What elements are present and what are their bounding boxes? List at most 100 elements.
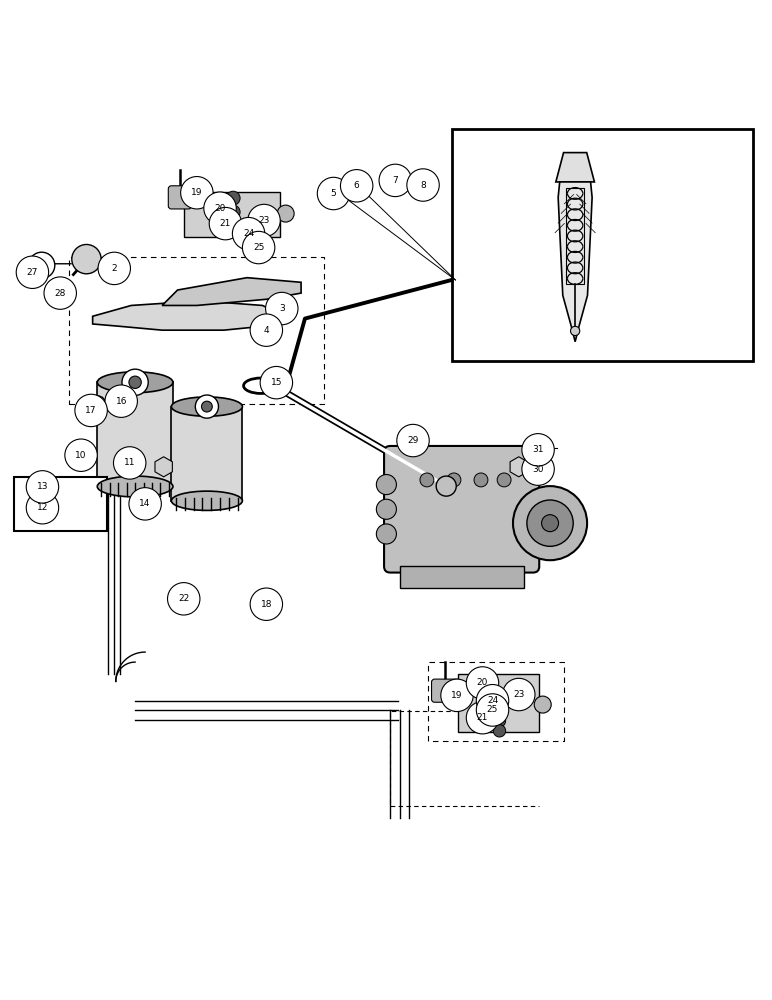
- Circle shape: [493, 715, 506, 727]
- Circle shape: [503, 678, 535, 711]
- Circle shape: [536, 443, 545, 452]
- Text: 14: 14: [140, 499, 151, 508]
- Circle shape: [493, 705, 506, 717]
- Text: 5: 5: [330, 189, 337, 198]
- Ellipse shape: [171, 397, 242, 416]
- Circle shape: [44, 277, 76, 309]
- Text: 25: 25: [253, 243, 264, 252]
- Circle shape: [376, 524, 397, 544]
- Text: 12: 12: [37, 503, 48, 512]
- Polygon shape: [162, 278, 301, 305]
- FancyBboxPatch shape: [432, 679, 459, 702]
- Bar: [97, 382, 173, 486]
- Circle shape: [534, 696, 551, 713]
- Circle shape: [226, 219, 240, 233]
- Polygon shape: [155, 457, 172, 477]
- Polygon shape: [556, 153, 594, 182]
- Circle shape: [420, 473, 434, 487]
- Text: 6: 6: [354, 181, 360, 190]
- Text: 29: 29: [408, 436, 418, 445]
- Text: 25: 25: [487, 705, 498, 714]
- Circle shape: [181, 177, 213, 209]
- Circle shape: [242, 231, 275, 264]
- Circle shape: [466, 667, 499, 699]
- Circle shape: [441, 679, 473, 712]
- Ellipse shape: [56, 279, 68, 289]
- Circle shape: [65, 439, 97, 471]
- Bar: [400, 566, 523, 588]
- Text: 24: 24: [243, 229, 254, 238]
- Circle shape: [527, 500, 573, 546]
- Text: 22: 22: [178, 594, 189, 603]
- Text: 31: 31: [533, 445, 543, 454]
- Circle shape: [260, 366, 293, 399]
- Circle shape: [571, 326, 580, 336]
- Circle shape: [75, 394, 107, 427]
- Bar: [184, 192, 280, 237]
- Circle shape: [476, 694, 509, 726]
- Circle shape: [474, 473, 488, 487]
- Text: 27: 27: [27, 268, 38, 277]
- Circle shape: [98, 252, 130, 285]
- Text: 16: 16: [116, 397, 127, 406]
- Bar: [14, 477, 107, 531]
- Circle shape: [226, 205, 240, 219]
- Circle shape: [513, 486, 587, 560]
- Circle shape: [436, 476, 456, 496]
- FancyBboxPatch shape: [384, 446, 539, 573]
- Circle shape: [542, 515, 558, 532]
- Polygon shape: [93, 301, 286, 330]
- Ellipse shape: [97, 476, 173, 497]
- Text: 24: 24: [487, 696, 498, 705]
- Circle shape: [195, 395, 218, 418]
- Circle shape: [522, 453, 554, 485]
- Circle shape: [447, 473, 461, 487]
- Circle shape: [397, 424, 429, 457]
- Polygon shape: [558, 182, 592, 342]
- Text: 4: 4: [263, 326, 269, 335]
- Text: 23: 23: [513, 690, 524, 699]
- Circle shape: [340, 170, 373, 202]
- Circle shape: [29, 252, 55, 278]
- Ellipse shape: [39, 489, 54, 496]
- Circle shape: [476, 685, 509, 717]
- Circle shape: [226, 191, 240, 205]
- Circle shape: [266, 292, 298, 325]
- Circle shape: [72, 244, 101, 274]
- Circle shape: [250, 588, 283, 620]
- FancyBboxPatch shape: [168, 186, 191, 209]
- Circle shape: [522, 434, 554, 466]
- Text: 20: 20: [477, 678, 488, 687]
- Bar: [566, 188, 584, 284]
- Circle shape: [466, 701, 499, 734]
- Circle shape: [232, 217, 265, 250]
- Polygon shape: [510, 457, 527, 477]
- Circle shape: [204, 192, 236, 224]
- Text: 30: 30: [533, 465, 543, 474]
- Circle shape: [379, 164, 411, 197]
- Circle shape: [16, 256, 49, 288]
- Circle shape: [250, 314, 283, 346]
- Circle shape: [26, 492, 59, 524]
- Text: 19: 19: [191, 188, 202, 197]
- Circle shape: [407, 169, 439, 201]
- Text: 8: 8: [420, 181, 426, 190]
- Circle shape: [168, 583, 200, 615]
- Circle shape: [376, 499, 397, 519]
- Text: 3: 3: [279, 304, 285, 313]
- Text: 21: 21: [220, 219, 231, 228]
- Bar: [171, 407, 242, 501]
- Circle shape: [201, 401, 212, 412]
- Circle shape: [277, 205, 294, 222]
- Ellipse shape: [97, 372, 173, 393]
- Text: 13: 13: [37, 482, 48, 491]
- Text: 11: 11: [124, 458, 135, 467]
- Circle shape: [122, 369, 148, 395]
- Text: 19: 19: [452, 691, 462, 700]
- Bar: [458, 674, 539, 732]
- Circle shape: [113, 447, 146, 479]
- Text: 15: 15: [271, 378, 282, 387]
- Circle shape: [26, 471, 59, 503]
- Text: 18: 18: [261, 600, 272, 609]
- Circle shape: [493, 725, 506, 737]
